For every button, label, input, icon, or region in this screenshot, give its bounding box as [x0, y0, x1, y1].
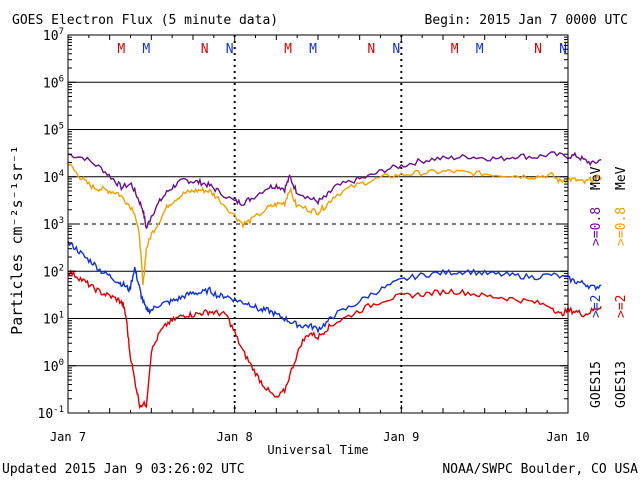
series-line	[67, 269, 602, 410]
series-line	[67, 240, 602, 334]
marker-label: M	[476, 42, 484, 57]
y-tick-label: 106	[43, 74, 64, 91]
y-tick-label: 102	[43, 263, 64, 280]
y-tick-label: 100	[43, 358, 64, 375]
chart-title: GOES Electron Flux (5 minute data)	[12, 13, 278, 28]
series-line	[67, 163, 602, 286]
legend-goes13: GOES13	[614, 361, 629, 408]
y-tick-label: 103	[43, 216, 64, 233]
x-tick-label: Jan 10	[546, 430, 589, 444]
legend-goes13-2mev: >=2	[614, 295, 629, 318]
legend-goes15-08mev: >=0.8	[589, 207, 604, 246]
x-axis-ticks: Jan 7 Jan 8 Jan 9 Jan 10	[50, 35, 590, 444]
marker-label: N	[534, 42, 542, 57]
marker-label: M	[309, 42, 317, 57]
series-line	[67, 151, 602, 230]
marker-label: N	[392, 42, 400, 57]
marker-label: M	[284, 42, 292, 57]
marker-label: M	[117, 42, 125, 57]
x-tick-label: Jan 9	[383, 430, 419, 444]
marker-label: N	[226, 42, 234, 57]
marker-label: N	[367, 42, 375, 57]
y-axis-label: Particles cm⁻²s⁻¹sr⁻¹	[8, 145, 26, 335]
x-tick-label: Jan 7	[50, 430, 86, 444]
marker-label: M	[142, 42, 150, 57]
y-tick-label: 105	[43, 122, 64, 139]
y-tick-label: 101	[43, 311, 64, 328]
legend-goes15-2mev: >=2	[589, 295, 604, 318]
y-tick-label: 10-1	[38, 405, 65, 422]
marker-label: N	[201, 42, 209, 57]
y-tick-label: 107	[43, 27, 64, 44]
grid-lines	[68, 35, 568, 413]
y-axis-ticks: 10-1 100 101 102 103 104 105 106 107	[38, 27, 568, 422]
legend-goes13-08mev: >=0.8	[614, 207, 629, 246]
legend-goes15: GOES15	[589, 361, 604, 408]
begin-time: Begin: 2015 Jan 7 0000 UTC	[425, 13, 629, 28]
data-series	[67, 151, 602, 410]
marker-label: M	[451, 42, 459, 57]
credit: NOAA/SWPC Boulder, CO USA	[442, 462, 638, 477]
y-tick-label: 104	[43, 169, 64, 186]
legend-unit-goes13: MeV	[614, 166, 629, 190]
legend: GOES15 GOES13 >=2 >=2 >=0.8 >=0.8 MeV Me…	[589, 166, 629, 408]
x-axis-label: Universal Time	[267, 443, 368, 457]
updated-time: Updated 2015 Jan 9 03:26:02 UTC	[2, 462, 245, 477]
marker-label: N	[559, 42, 567, 57]
x-tick-label: Jan 8	[217, 430, 253, 444]
legend-unit-goes15: MeV	[589, 166, 604, 190]
